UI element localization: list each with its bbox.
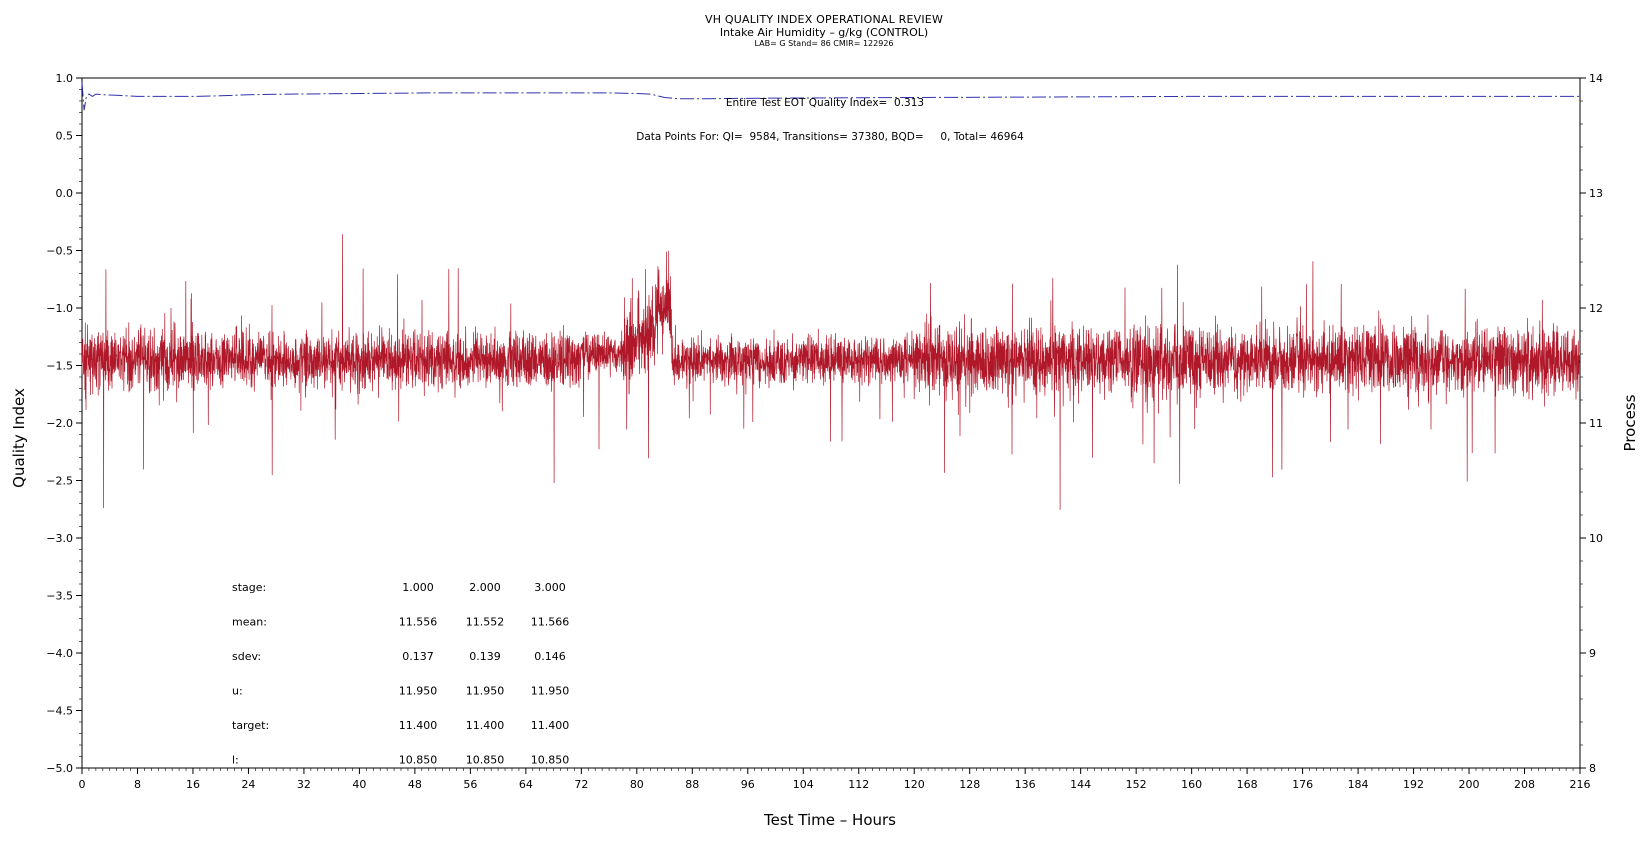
- chart-title-block: VH QUALITY INDEX OPERATIONAL REVIEW Inta…: [0, 13, 1648, 49]
- y2-axis-label: Process: [1621, 394, 1639, 451]
- y-tick-label: −1.5: [46, 360, 73, 373]
- x-tick-label: 88: [685, 778, 699, 791]
- chart-title: VH QUALITY INDEX OPERATIONAL REVIEW: [704, 13, 944, 26]
- stats-cell: 11.400: [531, 719, 570, 732]
- x-tick-label: 80: [630, 778, 644, 791]
- x-tick-label: 192: [1403, 778, 1424, 791]
- y-axis-left: 1.0 0.5 0.0 −0.5 −1.0 −1.5 −2.0 −2.5 −3.0 −3.5 −4.…: [46, 72, 82, 775]
- stats-row-label: l:: [232, 754, 239, 767]
- stats-cell: 3.000: [534, 581, 566, 594]
- y-axis-label: Quality Index: [10, 388, 28, 488]
- x-tick-label: 40: [352, 778, 366, 791]
- x-tick-label: 208: [1514, 778, 1535, 791]
- plot-frame: [81, 77, 1581, 769]
- stats-cell: 0.146: [534, 650, 566, 663]
- qi-annotation: Entire Test EOT Quality Index= 0.313: [726, 97, 924, 109]
- x-tick-label: 144: [1070, 778, 1091, 791]
- x-tick-label: 136: [1015, 778, 1036, 791]
- stats-row-label: sdev:: [232, 650, 261, 663]
- x-tick-label: 24: [241, 778, 255, 791]
- y-tick-label: −2.5: [46, 475, 73, 488]
- stats-cell: 11.950: [531, 685, 570, 698]
- y-tick-label: −2.0: [46, 417, 73, 430]
- y2-tick-label: 13: [1589, 187, 1603, 200]
- data-points-annotation: Data Points For: QI= 9584, Transitions= …: [636, 131, 1024, 143]
- stats-cell: 11.400: [466, 719, 505, 732]
- chart-subtitle: Intake Air Humidity – g/kg (CONTROL): [719, 25, 929, 39]
- x-tick-label: 48: [408, 778, 422, 791]
- x-tick-label: 160: [1181, 778, 1202, 791]
- y2-tick-label: 10: [1589, 532, 1603, 545]
- x-tick-label: 128: [959, 778, 980, 791]
- process-series: [81, 234, 1581, 510]
- y2-tick-label: 14: [1589, 72, 1603, 85]
- stats-cell: 10.850: [531, 754, 570, 767]
- y-tick-label: −5.0: [46, 762, 73, 775]
- x-tick-label: 120: [904, 778, 925, 791]
- x-tick-label: 0: [79, 778, 86, 791]
- y2-tick-label: 11: [1589, 417, 1603, 430]
- stats-cell: 11.950: [399, 685, 438, 698]
- x-tick-label: 64: [519, 778, 533, 791]
- y-tick-label: −3.5: [46, 590, 73, 603]
- x-tick-label: 200: [1459, 778, 1480, 791]
- stats-cell: 0.137: [402, 650, 434, 663]
- y-tick-label: −3.0: [46, 532, 73, 545]
- x-axis: 0 8 16 24 32 40 48 56 64 72 80 88 96 104 112 120 128 136 1…: [79, 768, 1591, 791]
- x-tick-label: 152: [1126, 778, 1147, 791]
- y-tick-label: −1.0: [46, 302, 73, 315]
- x-tick-label: 72: [574, 778, 588, 791]
- x-tick-label: 104: [793, 778, 814, 791]
- chart-subtitle-lab: LAB= G Stand= 86 CMIR= 122926: [754, 39, 894, 49]
- stats-cell: 11.950: [466, 685, 505, 698]
- stats-cell: 2.000: [469, 581, 501, 594]
- stats-cell: 11.556: [399, 616, 438, 629]
- y2-tick-label: 12: [1589, 302, 1603, 315]
- stats-cell: 11.566: [531, 616, 570, 629]
- y-tick-label: 0.5: [56, 130, 74, 143]
- stats-cell: 11.400: [399, 719, 438, 732]
- stats-row-label: u:: [232, 685, 243, 698]
- stats-row-label: mean:: [232, 616, 267, 629]
- stats-cell: 0.139: [469, 650, 501, 663]
- y-tick-label: −4.5: [46, 705, 73, 718]
- x-tick-label: 32: [297, 778, 311, 791]
- stats-cell: 10.850: [466, 754, 505, 767]
- stats-cell: 11.552: [466, 616, 505, 629]
- stats-cell: 1.000: [402, 581, 434, 594]
- x-tick-label: 8: [134, 778, 141, 791]
- stats-row-label: target:: [232, 719, 269, 732]
- x-tick-label: 112: [848, 778, 869, 791]
- y-tick-label: −4.0: [46, 647, 73, 660]
- x-tick-label: 168: [1237, 778, 1258, 791]
- y2-tick-label: 8: [1589, 762, 1596, 775]
- x-axis-label: Test Time – Hours: [763, 811, 896, 829]
- y-axis-right: 14 13 12 11 10 9 8: [1580, 72, 1603, 775]
- quality-index-line: [81, 82, 1580, 111]
- y-tick-label: 1.0: [56, 72, 74, 85]
- y2-tick-label: 9: [1589, 647, 1596, 660]
- stats-cell: 10.850: [399, 754, 438, 767]
- x-tick-label: 184: [1348, 778, 1369, 791]
- x-tick-label: 216: [1570, 778, 1591, 791]
- x-tick-label: 176: [1292, 778, 1313, 791]
- plot-border: [81, 77, 1581, 769]
- process-line: [81, 234, 1581, 510]
- y-tick-label: 0.0: [56, 187, 74, 200]
- x-tick-label: 56: [463, 778, 477, 791]
- x-tick-label: 96: [741, 778, 755, 791]
- stats-row-label: stage:: [232, 581, 266, 594]
- x-tick-label: 16: [186, 778, 200, 791]
- quality-index-series: [81, 82, 1580, 111]
- stats-table: stage: 1.000 2.000 3.000 mean: 11.556 11.552 11…: [232, 581, 569, 767]
- y-tick-label: −0.5: [46, 245, 73, 258]
